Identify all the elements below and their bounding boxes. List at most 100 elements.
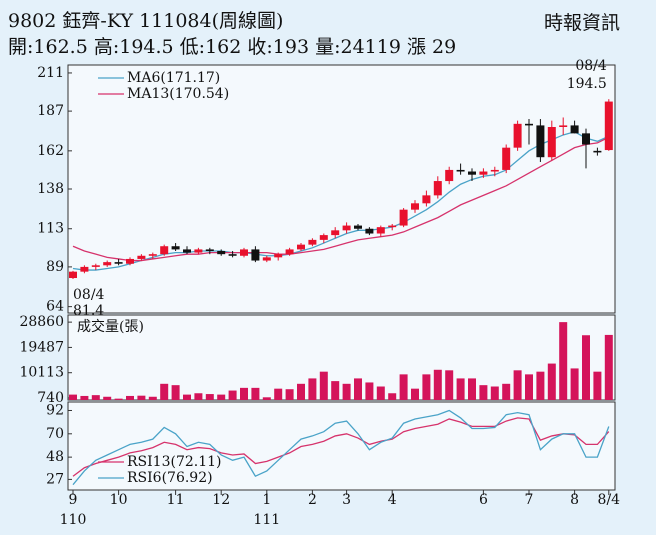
- x-tick-label: 7: [525, 492, 534, 508]
- x-tick-label: 8/4: [598, 492, 621, 508]
- candle-body: [547, 127, 556, 158]
- x-tick-label: 3: [342, 492, 351, 508]
- candle-body: [422, 195, 431, 204]
- candle-body: [137, 255, 146, 259]
- volume-bar: [536, 371, 545, 400]
- volume-bar: [331, 381, 340, 400]
- x-tick-label: 9: [69, 492, 78, 508]
- volume-bar: [91, 395, 100, 400]
- annotation: 194.5: [567, 76, 607, 92]
- x-tick-label: 1: [262, 492, 271, 508]
- volume-bar: [433, 369, 442, 400]
- annotation: 08/4: [575, 58, 607, 74]
- volume-bar: [604, 334, 613, 400]
- candle-body: [490, 169, 499, 172]
- volume-bar: [228, 390, 237, 400]
- y-tick-label: 64: [46, 299, 64, 315]
- candle-body: [228, 254, 237, 256]
- candle-body: [468, 171, 476, 175]
- volume-bar: [490, 386, 499, 400]
- candle-body: [262, 257, 271, 261]
- year-label: 111: [253, 512, 280, 528]
- volume-bar: [354, 378, 362, 400]
- x-tick-label: 2: [308, 492, 317, 508]
- volume-bar: [411, 388, 419, 400]
- volume-bar: [308, 378, 317, 400]
- candle-body: [274, 254, 283, 258]
- y-tick-label: 19487: [19, 339, 64, 355]
- legend-label: RSI6(76.92): [127, 470, 213, 486]
- candle-body: [479, 171, 488, 175]
- volume-bar: [342, 383, 351, 400]
- volume-bar: [103, 396, 112, 400]
- volume-bar: [274, 388, 283, 400]
- candle-body: [604, 101, 613, 151]
- volume-bar: [468, 378, 476, 400]
- volume-bar: [137, 395, 146, 400]
- candle-body: [582, 133, 590, 145]
- candle-body: [331, 230, 340, 236]
- volume-bar: [126, 395, 134, 400]
- volume-bar: [148, 396, 157, 400]
- panel: [67, 401, 616, 491]
- candle-body: [399, 209, 408, 226]
- volume-bar: [69, 394, 77, 400]
- volume-bar: [160, 383, 169, 400]
- candle-body: [570, 125, 579, 134]
- candle-body: [194, 249, 203, 253]
- title: 9802 鈺齊-KY 111084(周線圖): [8, 10, 283, 32]
- candle-body: [114, 262, 123, 264]
- panel-label: 成交量(張): [77, 318, 144, 335]
- candle-body: [217, 251, 226, 255]
- volume-bar: [456, 378, 465, 400]
- x-tick-label: 4: [388, 492, 397, 508]
- candle-body: [251, 249, 260, 261]
- y-tick-label: 70: [46, 426, 64, 442]
- indicator-line: [72, 409, 610, 486]
- volume-bar: [285, 389, 294, 400]
- volume-bar: [80, 395, 89, 400]
- volume-bar: [593, 371, 602, 400]
- x-tick-label: 11: [167, 492, 185, 508]
- year-label: 110: [60, 512, 87, 528]
- volume-bar: [171, 385, 180, 400]
- volume-bar: [365, 382, 374, 400]
- candle-body: [308, 239, 317, 245]
- y-tick-label: 740: [37, 390, 64, 406]
- candle-body: [593, 150, 602, 153]
- volume-bar: [502, 383, 511, 400]
- candle-body: [183, 249, 191, 253]
- y-tick-label: 187: [37, 103, 64, 119]
- indicator-line: [72, 136, 610, 262]
- volume-bar: [217, 394, 226, 400]
- candle-body: [525, 123, 533, 126]
- volume-bar: [559, 322, 568, 400]
- volume-bar: [422, 374, 431, 400]
- x-tick-label: 10: [110, 492, 128, 508]
- panel: [67, 314, 616, 401]
- candle-body: [160, 246, 169, 255]
- volume-bar: [525, 374, 533, 400]
- candle-body: [559, 125, 568, 127]
- candle-body: [69, 271, 77, 279]
- volume-bar: [240, 387, 248, 400]
- candle-body: [342, 225, 351, 231]
- candle-body: [354, 225, 362, 229]
- volume-bar: [399, 374, 408, 400]
- candle-body: [103, 262, 112, 266]
- candle-body: [433, 181, 442, 196]
- candle-body: [148, 254, 157, 256]
- indicator-line: [72, 131, 610, 271]
- candle-body: [536, 125, 545, 158]
- volume-bar: [205, 394, 214, 400]
- candle-body: [285, 249, 294, 255]
- candle-body: [171, 246, 180, 250]
- x-tick-label: 8: [570, 492, 579, 508]
- y-tick-label: 89: [46, 259, 64, 275]
- volume-bar: [251, 387, 260, 400]
- price-info: 開:162.5 高:194.5 低:162 收:193 量:24119 漲 29: [8, 36, 456, 58]
- y-tick-label: 162: [37, 143, 64, 159]
- volume-bar: [570, 368, 579, 400]
- volume-bar: [297, 383, 305, 400]
